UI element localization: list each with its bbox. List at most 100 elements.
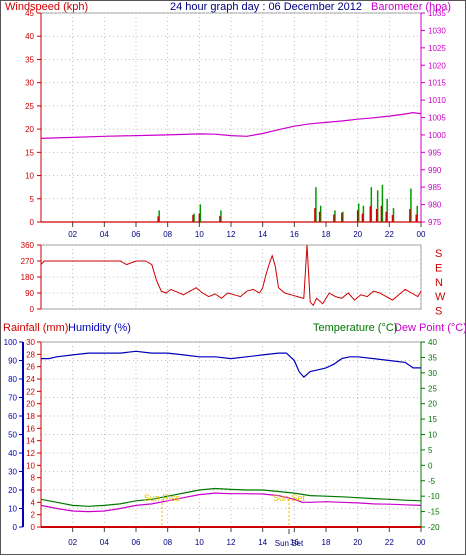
bottom-time-tick-label: 18 <box>322 538 331 547</box>
temperature-tick-label: 30 <box>428 369 437 378</box>
direction-tick-label: 180 <box>21 273 35 282</box>
compass-label: W <box>435 291 446 303</box>
bottom-time-tick-label: 06 <box>132 538 141 547</box>
baro-tick-label: 1020 <box>428 61 446 70</box>
rainfall-axis-title: Rainfall (mm) <box>3 322 68 334</box>
rain-tick-label: 28 <box>26 350 35 359</box>
rain-tick-label: 30 <box>26 338 35 347</box>
baro-tick-label: 1010 <box>428 96 446 105</box>
windspeed-axis-title: Windspeed (kph) <box>5 1 88 13</box>
bottom-time-tick-label: 00 <box>417 538 426 547</box>
direction-tick-label: 0 <box>30 305 35 314</box>
sunrise-label: Sun Rise <box>144 493 181 503</box>
baro-tick-label: 1000 <box>428 131 446 140</box>
humidity-tick-label: 100 <box>4 338 18 347</box>
wind-tick-label: 45 <box>25 9 34 18</box>
bottom-time-tick-label: 10 <box>195 538 204 547</box>
direction-tick-label: 360 <box>21 241 35 250</box>
compass-label: E <box>435 262 442 274</box>
rain-tick-label: 2 <box>31 511 36 520</box>
rain-tick-label: 16 <box>26 424 35 433</box>
temperature-tick-label: -5 <box>428 477 436 486</box>
barometer-axis-title: Barometer (hpa) <box>371 1 451 13</box>
temperature-line <box>40 487 422 507</box>
baro-tick-label: 1025 <box>428 44 446 53</box>
humidity-tick-label: 20 <box>8 486 17 495</box>
bottom-time-tick-label: 04 <box>100 538 109 547</box>
time-tick-label: 06 <box>132 230 141 239</box>
temperature-axis-title: Temperature (°C) <box>313 322 397 334</box>
humidity-tick-label: 10 <box>8 505 17 514</box>
direction-tick-label: 270 <box>21 257 35 266</box>
wind-tick-label: 10 <box>25 172 34 181</box>
rain-tick-label: 0 <box>31 523 36 532</box>
wind-tick-label: 0 <box>30 218 35 227</box>
wind-direction-line <box>40 244 422 307</box>
wind-tick-label: 20 <box>25 125 34 134</box>
dewpoint-axis-title: Dew Point (°C) <box>394 322 466 334</box>
bottom-time-tick-label: 02 <box>68 538 77 547</box>
baro-tick-label: 1030 <box>428 26 446 35</box>
rain-tick-label: 24 <box>26 375 35 384</box>
compass-label: S <box>435 306 442 318</box>
temperature-tick-label: 0 <box>428 461 433 470</box>
bottom-time-tick-label: 14 <box>258 538 267 547</box>
direction-tick-label: 90 <box>25 289 34 298</box>
rain-tick-label: 22 <box>26 387 35 396</box>
compass-label: N <box>435 277 443 289</box>
time-tick-label: 04 <box>100 230 109 239</box>
humidity-tick-label: 40 <box>8 449 17 458</box>
bottom-time-tick-label: 22 <box>385 538 394 547</box>
baro-tick-label: 990 <box>428 166 442 175</box>
time-tick-label: 02 <box>68 230 77 239</box>
temperature-tick-label: 15 <box>428 415 437 424</box>
temperature-tick-label: 40 <box>428 338 437 347</box>
humidity-tick-label: 70 <box>8 394 17 403</box>
wind-series <box>157 184 418 222</box>
wind-baro-axes: 0510152025303540459759809859909951000100… <box>25 9 446 239</box>
humidity-axis-title: Humidity (%) <box>68 322 131 334</box>
baro-tick-label: 995 <box>428 148 442 157</box>
time-tick-label: 14 <box>258 230 267 239</box>
rain-tick-label: 26 <box>26 363 35 372</box>
rain-tick-label: 20 <box>26 400 35 409</box>
time-tick-label: 08 <box>163 230 172 239</box>
baro-tick-label: 985 <box>428 183 442 192</box>
temperature-tick-label: -15 <box>428 508 440 517</box>
time-tick-label: 18 <box>322 230 331 239</box>
graph-title: 24 hour graph day : 06 December 2012 <box>170 1 362 13</box>
humidity-temp-axes: 0102030405060708090100024681012141618202… <box>4 338 440 547</box>
baro-tick-label: 1015 <box>428 79 446 88</box>
bottom-time-tick-label: 16 <box>290 538 299 547</box>
sunset-label: Sun Set <box>273 493 306 503</box>
wind-tick-label: 5 <box>30 195 35 204</box>
rain-tick-label: 14 <box>26 437 35 446</box>
wind-tick-label: 35 <box>25 55 34 64</box>
baro-tick-label: 975 <box>428 218 442 227</box>
sunset-axis-label: Sun Set <box>275 539 304 548</box>
rain-tick-label: 8 <box>31 474 36 483</box>
baro-tick-label: 980 <box>428 201 442 210</box>
wind-tick-label: 40 <box>25 32 34 41</box>
bottom-time-tick-label: 12 <box>227 538 236 547</box>
humidity-tick-label: 0 <box>13 523 18 532</box>
temperature-tick-label: -20 <box>428 523 440 532</box>
temperature-tick-label: 10 <box>428 431 437 440</box>
wind-tick-label: 15 <box>25 148 34 157</box>
baro-tick-label: 1005 <box>428 114 446 123</box>
wind-tick-label: 30 <box>25 79 34 88</box>
humidity-tick-label: 60 <box>8 412 17 421</box>
wind-tick-label: 25 <box>25 102 34 111</box>
barometer-line <box>40 111 422 139</box>
humidity-tick-label: 30 <box>8 468 17 477</box>
rain-tick-label: 10 <box>26 461 35 470</box>
temperature-tick-label: 5 <box>428 446 433 455</box>
temperature-tick-label: 25 <box>428 384 437 393</box>
rain-tick-label: 18 <box>26 412 35 421</box>
time-tick-label: 10 <box>195 230 204 239</box>
bottom-time-tick-label: 20 <box>353 538 362 547</box>
time-tick-label: 20 <box>353 230 362 239</box>
